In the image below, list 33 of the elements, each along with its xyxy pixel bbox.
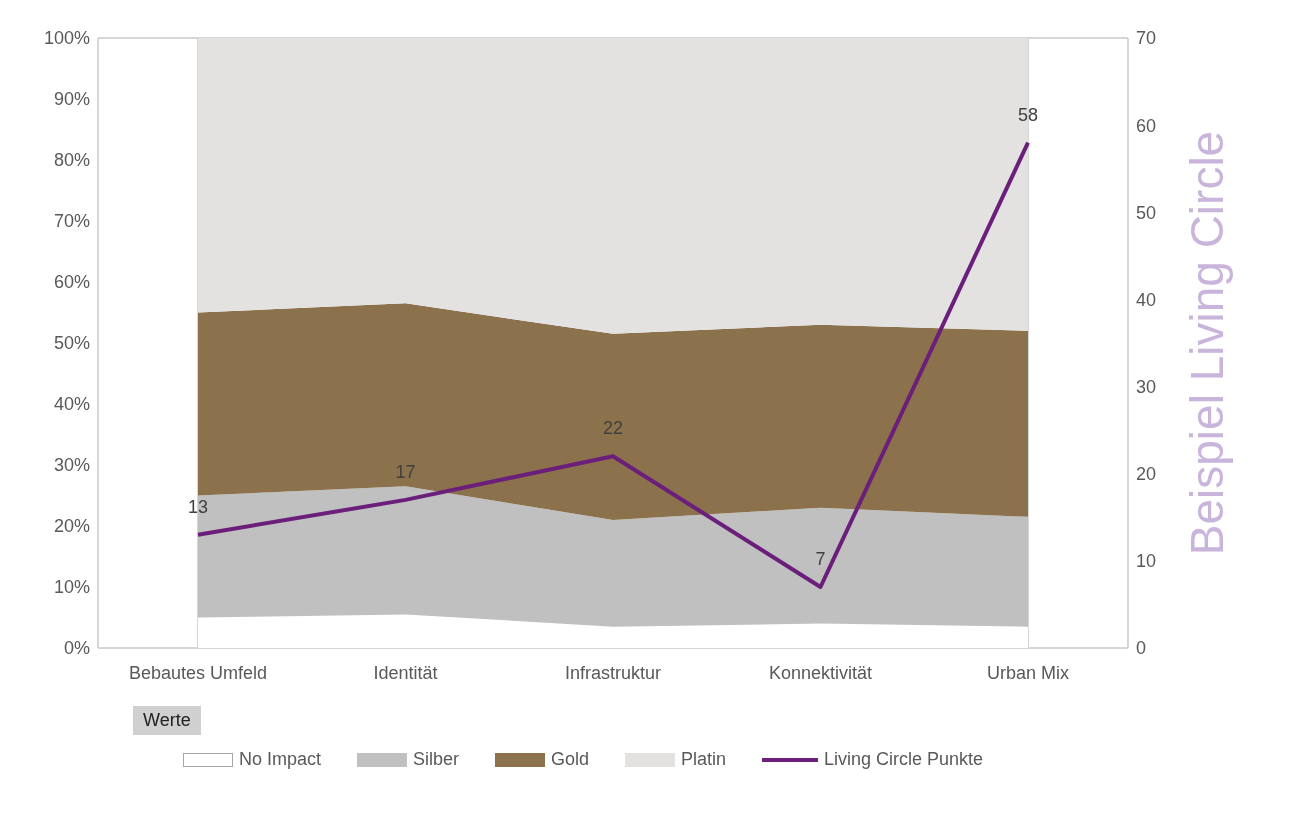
y2-tick-label: 10 xyxy=(1136,551,1157,572)
y2-tick-label: 50 xyxy=(1136,202,1157,223)
x-tick-label: Konnektivität xyxy=(768,662,873,683)
y-tick-label: 10% xyxy=(53,577,90,598)
x-tick-label: Infrastruktur xyxy=(564,662,662,683)
legend-label: Gold xyxy=(550,749,589,770)
y-tick-label: 80% xyxy=(53,150,90,171)
y2-axis-title: Beispiel Living Circle xyxy=(1181,130,1233,556)
y-tick-label: 0% xyxy=(63,638,90,659)
y2-tick-label: 30 xyxy=(1136,376,1157,397)
text: Werte xyxy=(133,706,201,735)
y2-tick-label: 40 xyxy=(1136,289,1157,310)
y-tick-label: 20% xyxy=(53,516,90,537)
legend-label: Silber xyxy=(412,749,459,770)
y-tick-label: 50% xyxy=(53,333,90,354)
y-tick-label: 40% xyxy=(53,394,90,415)
y2-tick-label: 70 xyxy=(1136,28,1157,49)
x-tick-label: Identität xyxy=(373,662,438,683)
data-label: 7 xyxy=(815,549,826,569)
legend-label: Platin xyxy=(680,749,727,770)
y2-tick-label: 20 xyxy=(1136,464,1157,485)
y2-tick-label: 0 xyxy=(1136,638,1147,659)
legend-label: No Impact xyxy=(238,749,321,770)
y2-tick-label: 60 xyxy=(1136,115,1157,136)
data-label: 58 xyxy=(1017,104,1039,125)
y-tick-label: 100% xyxy=(43,28,90,49)
x-tick-label: Urban Mix xyxy=(986,662,1070,683)
y-tick-label: 70% xyxy=(53,211,90,232)
y-tick-label: 90% xyxy=(53,89,90,110)
x-tick-label: Bebautes Umfeld xyxy=(128,662,268,683)
legend-label: Living Circle Punkte xyxy=(824,749,984,770)
y-tick-label: 30% xyxy=(53,455,90,476)
y-tick-label: 60% xyxy=(53,272,90,293)
